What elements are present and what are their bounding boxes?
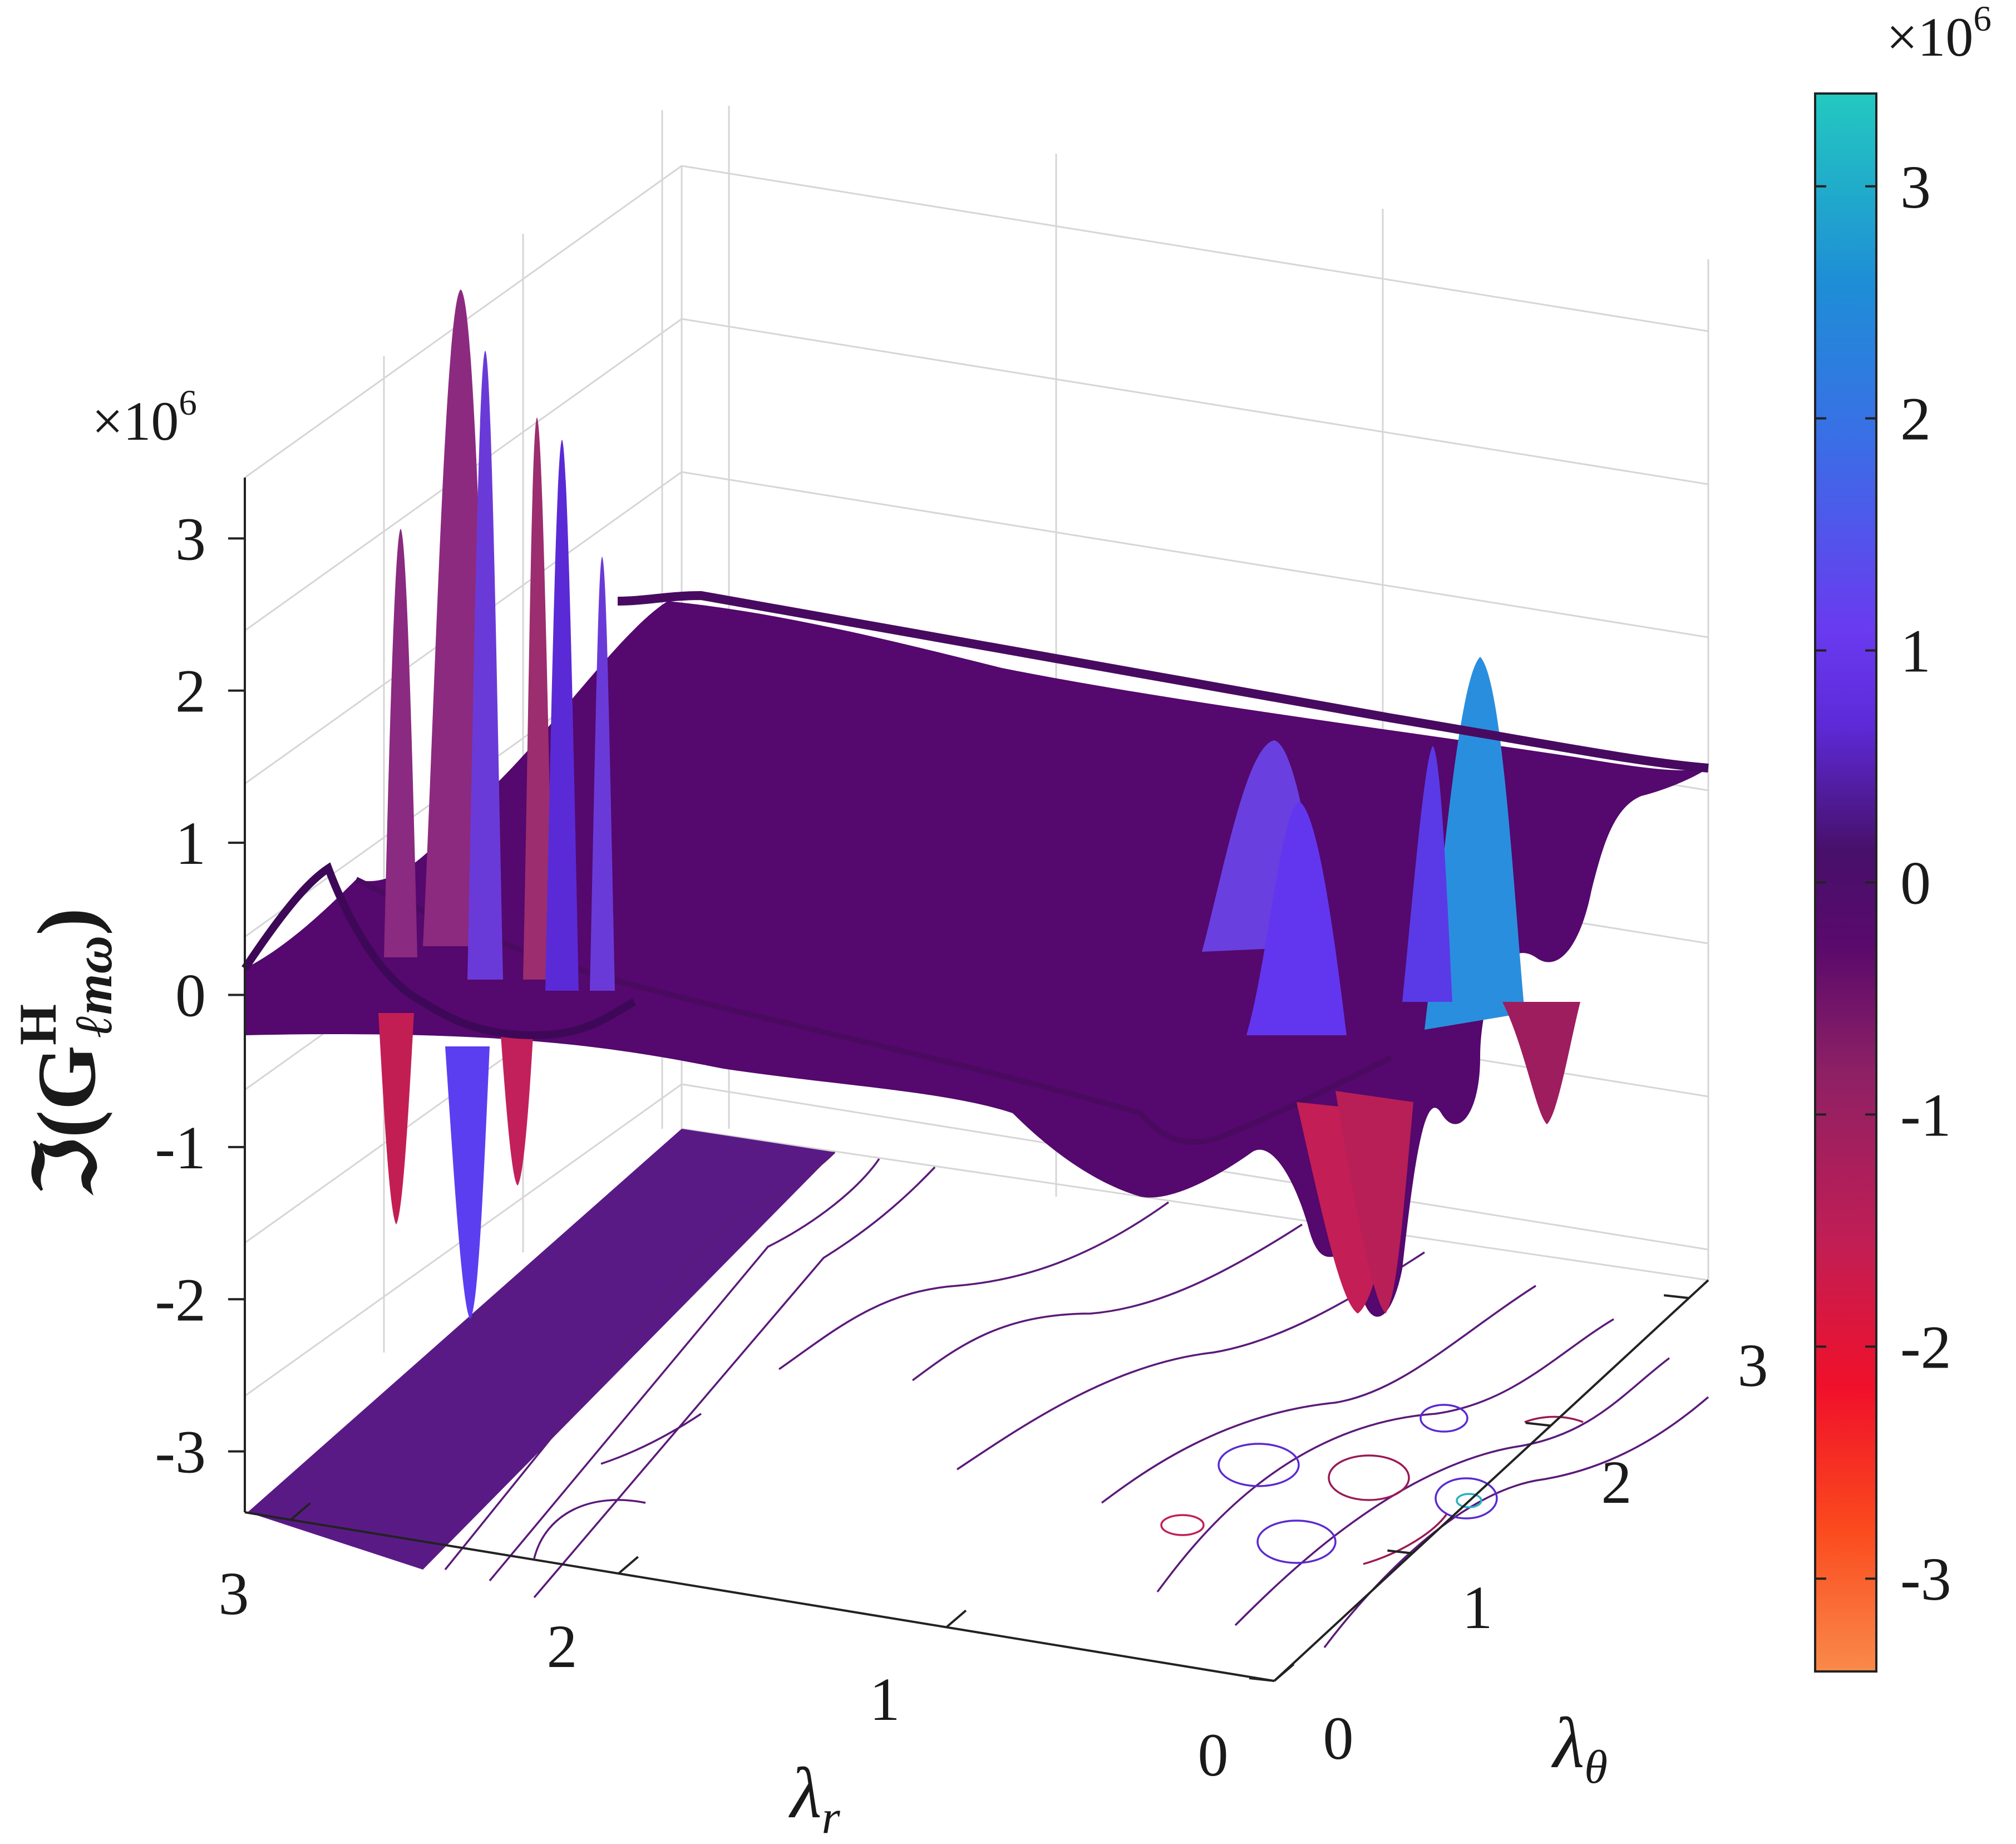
contour-line (1524, 1415, 1584, 1423)
contour-loop (1328, 1454, 1410, 1501)
z-axis-label: ℑ(GHℓmω) (8, 908, 123, 1196)
contour-line (1234, 1357, 1670, 1626)
ridge-trough-large-lr (501, 1035, 533, 1186)
contour-line (600, 1413, 702, 1465)
y-tick-label: 0 (1323, 1704, 1354, 1772)
contour-loop (1419, 1404, 1468, 1433)
ridge-front-band (241, 862, 637, 1040)
colorbar-tick-label: -1 (1900, 1081, 1951, 1149)
y-tick-label: 1 (1462, 1573, 1493, 1641)
x-tick-label: 2 (547, 1612, 578, 1680)
y-tick (1249, 1677, 1275, 1682)
contour-line (489, 1158, 880, 1582)
colorbar-ticks (1815, 185, 1876, 1580)
contour-line (1156, 1318, 1614, 1593)
dense-contour-band (248, 1129, 835, 1570)
z-tick-label: 0 (175, 962, 206, 1030)
ridge-peak-small-lr (1402, 746, 1452, 1002)
contour-line (1363, 1513, 1448, 1565)
grid-line (681, 165, 1709, 332)
y-tick (1664, 1294, 1689, 1300)
contour-line (911, 1223, 1303, 1381)
ridge-peak-large-lr (545, 440, 579, 991)
ridge-trough-small-lr (1502, 1002, 1580, 1124)
y-tick (1387, 1549, 1413, 1555)
contour-loop (1435, 1477, 1498, 1520)
z-multiplier: ×106 (92, 383, 197, 452)
ridge-trough-large-lr (445, 1046, 490, 1319)
grid-line (681, 1128, 1709, 1281)
contour-loop (1160, 1514, 1205, 1536)
x-tick-label: 1 (870, 1665, 900, 1733)
z-tick-label: 1 (175, 809, 206, 877)
y-axis-label-base: λ (1551, 1703, 1584, 1783)
colorbar-tick-labels: -3 -2 -1 0 1 2 3 (1900, 153, 1951, 1613)
ridge-peak-large-lr (590, 557, 615, 991)
ridge-trough-small-lr (1335, 1091, 1413, 1314)
z-tick-label: -3 (155, 1418, 206, 1486)
x-tick-label: 0 (1198, 1721, 1229, 1789)
x-tick (945, 1609, 967, 1629)
surface-shade (354, 877, 1393, 1145)
contour-line (533, 1499, 646, 1559)
surface-plateau-edge (617, 591, 1709, 773)
colorbar-tick-label: -3 (1900, 1545, 1951, 1613)
ridge-trough-large-lr (378, 1013, 414, 1225)
colorbar: -3 -2 -1 0 1 2 3 ×106 (1814, 0, 1992, 1673)
colorbar-tick-label: 0 (1900, 849, 1931, 917)
contour-loop (1456, 1493, 1482, 1508)
ridge-peak-large-lr (384, 529, 417, 957)
y-tick-label: 2 (1601, 1448, 1632, 1516)
y-tick-label: 3 (1738, 1331, 1768, 1399)
surface (241, 289, 1709, 1319)
colorbar-tick-label: 3 (1900, 153, 1931, 221)
z-tick-label: -1 (155, 1114, 206, 1182)
ridge-peak-large-lr (523, 417, 554, 980)
grid-line (681, 471, 1709, 638)
axis-ticks (228, 537, 1689, 1682)
contour-floor (248, 1129, 1709, 1649)
z-tick-label: 3 (175, 505, 206, 573)
x-axis-line (244, 1511, 1275, 1682)
colorbar-tick-label: 1 (1900, 617, 1931, 685)
contour-line (1101, 1285, 1536, 1504)
z-tick-label: 2 (175, 657, 206, 725)
x-tick (618, 1556, 639, 1575)
x-axis-label-sub: r (822, 1791, 841, 1841)
ridge-peak-small-lr (1424, 657, 1525, 1030)
grid-line (681, 318, 1709, 485)
ridge-peak-large-lr (467, 351, 503, 980)
x-axis-label: λr (788, 1753, 840, 1841)
colorbar-multiplier: ×106 (1886, 0, 1992, 68)
contour-line (1323, 1396, 1709, 1649)
x-tick (1273, 1663, 1295, 1682)
contour-line (444, 1151, 836, 1571)
ridge-peak-small-lr (1246, 801, 1347, 1035)
contour-line (533, 1166, 936, 1599)
x-tick-label: 3 (219, 1560, 249, 1627)
x-tick (290, 1502, 311, 1521)
contour-loop (1256, 1520, 1337, 1564)
y-tick (1525, 1422, 1551, 1427)
y-axis-label: λθ (1551, 1703, 1608, 1793)
contour-loop (1218, 1443, 1300, 1487)
z-tick-labels: -3 -2 -1 0 1 2 3 (155, 505, 206, 1486)
x-axis-label-base: λ (788, 1753, 821, 1833)
colorbar-tick-label: -2 (1900, 1313, 1951, 1381)
y-axis-line (1273, 1279, 1709, 1682)
z-tick-label: -2 (155, 1266, 206, 1334)
contour-line (778, 1201, 1170, 1370)
y-axis-label-sub: θ (1584, 1741, 1608, 1793)
colorbar-tick-label: 2 (1900, 385, 1931, 453)
